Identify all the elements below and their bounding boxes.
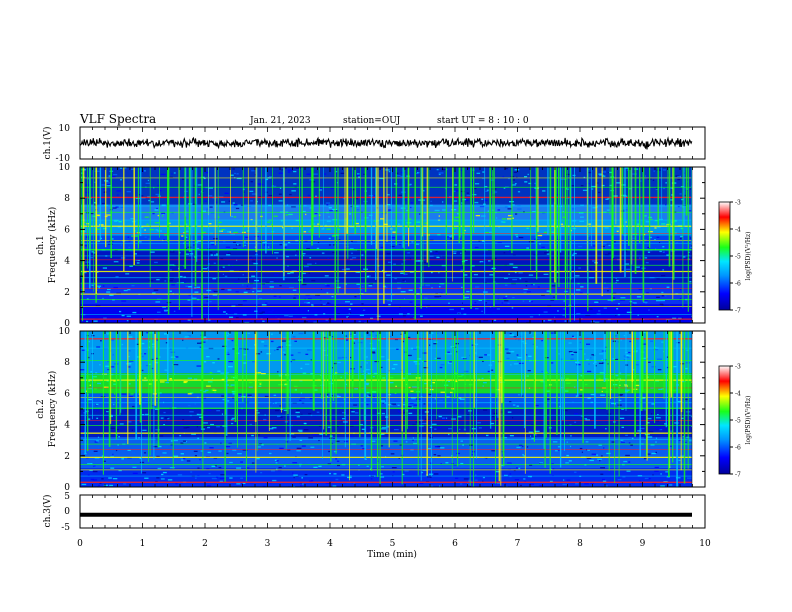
ch3-ytick-middle: 0 <box>64 507 70 517</box>
colorbar-tick-label: -7 <box>735 308 741 315</box>
ch1-ytick-top: 10 <box>59 124 71 134</box>
ch3-ytick-top: 5 <box>64 492 70 502</box>
spec-ytick-label: 0 <box>64 319 70 329</box>
date-label: Jan. 21, 2023 <box>249 116 311 126</box>
time-tick-label: 4 <box>327 539 333 549</box>
ch1-spectrogram-heatmap <box>80 167 705 323</box>
time-tick-label: 3 <box>265 539 271 549</box>
ch1-colorbar-label: log(PSD)(V²/Hz) <box>745 232 752 281</box>
ch1-colorbar-ticks: -3 -4 -5 -6 -7 <box>730 200 741 315</box>
ch2-spec-ylabel-channel: ch.2 <box>36 399 46 418</box>
spec-ytick-label: 4 <box>64 257 70 267</box>
spec-ytick-label: 8 <box>64 194 70 204</box>
time-tick-label: 9 <box>640 539 646 549</box>
colorbar-tick-label: -5 <box>735 254 741 261</box>
ch1-spec-ylabel-frequency: Frequency (kHz) <box>47 207 58 284</box>
time-tick-label: 8 <box>577 539 583 549</box>
ch2-spec-ylabel-frequency: Frequency (kHz) <box>47 371 58 448</box>
time-tick-label: 0 <box>77 539 83 549</box>
ch3-waveform-panel: 5 0 -5 ch.3(V) <box>42 492 706 533</box>
figure-title: VLF Spectra <box>79 112 156 126</box>
time-tick-label: 10 <box>699 539 711 549</box>
ch2-spectrogram-panel: 0 2 4 6 8 10 ch.2 Frequency (kHz) <box>36 327 706 493</box>
ch2-spectrogram-yticks: 0 2 4 6 8 10 <box>59 327 705 493</box>
start-ut-label: start UT = 8 : 10 : 0 <box>437 116 529 126</box>
spec-ytick-label: 2 <box>64 288 70 298</box>
time-axis-ticks: 0 1 2 3 4 5 6 7 8 9 10 <box>77 127 711 549</box>
spec-ytick-label: 10 <box>59 327 71 337</box>
ch2-colorbar-ticks: -3 -4 -5 -6 -7 <box>730 364 741 479</box>
ch1-spec-ylabel-channel: ch.1 <box>36 235 46 254</box>
spec-ytick-label: 6 <box>64 389 70 399</box>
ch1-spectrogram-panel: 0 2 4 6 8 10 ch.1 Frequency (kHz) <box>36 163 706 329</box>
spec-ytick-label: 0 <box>64 483 70 493</box>
spec-ytick-label: 8 <box>64 358 70 368</box>
time-axis-label: Time (min) <box>367 549 417 560</box>
spec-ytick-label: 6 <box>64 225 70 235</box>
time-tick-label: 2 <box>202 539 208 549</box>
ch1-waveform-trace <box>79 136 693 150</box>
ch1-ylabel: ch.1(V) <box>42 127 53 160</box>
time-tick-label: 5 <box>390 539 396 549</box>
ch3-ytick-bottom: -5 <box>61 523 70 533</box>
ch1-waveform-panel: 10 -10 ch.1(V) <box>42 124 706 164</box>
ch1-spectrogram-yticks: 0 2 4 6 8 10 <box>59 163 705 329</box>
colorbar-tick-label: -4 <box>735 391 741 398</box>
station-label: station=OUJ <box>343 116 401 126</box>
colorbar-tick-label: -3 <box>735 364 741 371</box>
ch2-colorbar: -3 -4 -5 -6 -7 log(PSD)(V²/Hz) <box>718 364 752 479</box>
time-tick-label: 6 <box>452 539 458 549</box>
ch1-ytick-bottom: -10 <box>56 154 71 164</box>
colorbar-tick-label: -5 <box>735 418 741 425</box>
ch2-spectrogram-heatmap <box>80 331 705 487</box>
ch2-colorbar-label: log(PSD)(V²/Hz) <box>745 396 752 445</box>
time-tick-label: 7 <box>515 539 521 549</box>
ch1-colorbar: -3 -4 -5 -6 -7 log(PSD)(V²/Hz) <box>718 200 752 315</box>
spec-ytick-label: 10 <box>59 163 71 173</box>
spec-ytick-label: 2 <box>64 452 70 462</box>
time-tick-label: 1 <box>140 539 146 549</box>
ch3-ylabel: ch.3(V) <box>42 495 53 528</box>
colorbar-tick-label: -6 <box>735 445 741 452</box>
colorbar-tick-label: -7 <box>735 472 741 479</box>
colorbar-tick-label: -4 <box>735 227 741 234</box>
colorbar-tick-label: -6 <box>735 281 741 288</box>
colorbar-tick-label: -3 <box>735 200 741 207</box>
spec-ytick-label: 4 <box>64 421 70 431</box>
